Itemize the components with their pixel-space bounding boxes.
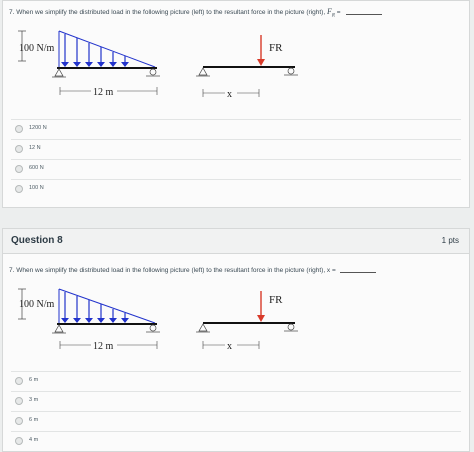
question-title: Question 8 [11,235,63,246]
length-label: 12 m [93,87,114,98]
answer-list: 6 m 3 m 6 m 4 m [11,371,461,451]
resultant-label: FR [269,294,283,306]
question-8-card: Question 8 1 pts 7. When we simplify the… [2,228,470,452]
radio-button[interactable] [15,165,23,173]
answer-option[interactable]: 3 m [11,391,461,411]
distributed-load-figure: 100 N/m 12 m [18,288,160,352]
resultant-force-figure: FR x [196,291,298,352]
fr-symbol: FR [326,7,335,19]
answer-blank [346,14,383,15]
radio-button[interactable] [15,145,23,153]
answer-option[interactable]: 12 N [11,139,461,159]
answer-list: 1200 N 12 N 600 N 100 N [11,119,461,199]
load-label: 100 N/m [19,299,55,310]
answer-option[interactable]: 6 m [11,411,461,431]
answer-option[interactable]: 4 m [11,431,461,451]
question-7-card: 7. When we simplify the distributed load… [2,0,470,208]
answer-option[interactable]: 6 m [11,371,461,391]
distributed-load-figure: 100 N/m 12 m [18,30,160,98]
radio-button[interactable] [15,417,23,425]
x-label: x [227,341,232,352]
resultant-label: FR [269,42,283,54]
resultant-force-figure: FR x [196,35,298,100]
length-label: 12 m [93,341,114,352]
question-8-text: 7. When we simplify the distributed load… [9,267,376,274]
question-points: 1 pts [441,236,459,245]
radio-button[interactable] [15,377,23,385]
x-label: x [227,89,232,100]
answer-option[interactable]: 1200 N [11,119,461,139]
radio-button[interactable] [15,437,23,445]
question-7-text: 7. When we simplify the distributed load… [9,7,383,19]
answer-blank [339,272,376,273]
answer-option[interactable]: 100 N [11,179,461,199]
radio-button[interactable] [15,397,23,405]
answer-option[interactable]: 600 N [11,159,461,179]
load-label: 100 N/m [19,43,55,54]
radio-button[interactable] [15,185,23,193]
question-header: Question 8 1 pts [3,229,469,254]
radio-button[interactable] [15,125,23,133]
